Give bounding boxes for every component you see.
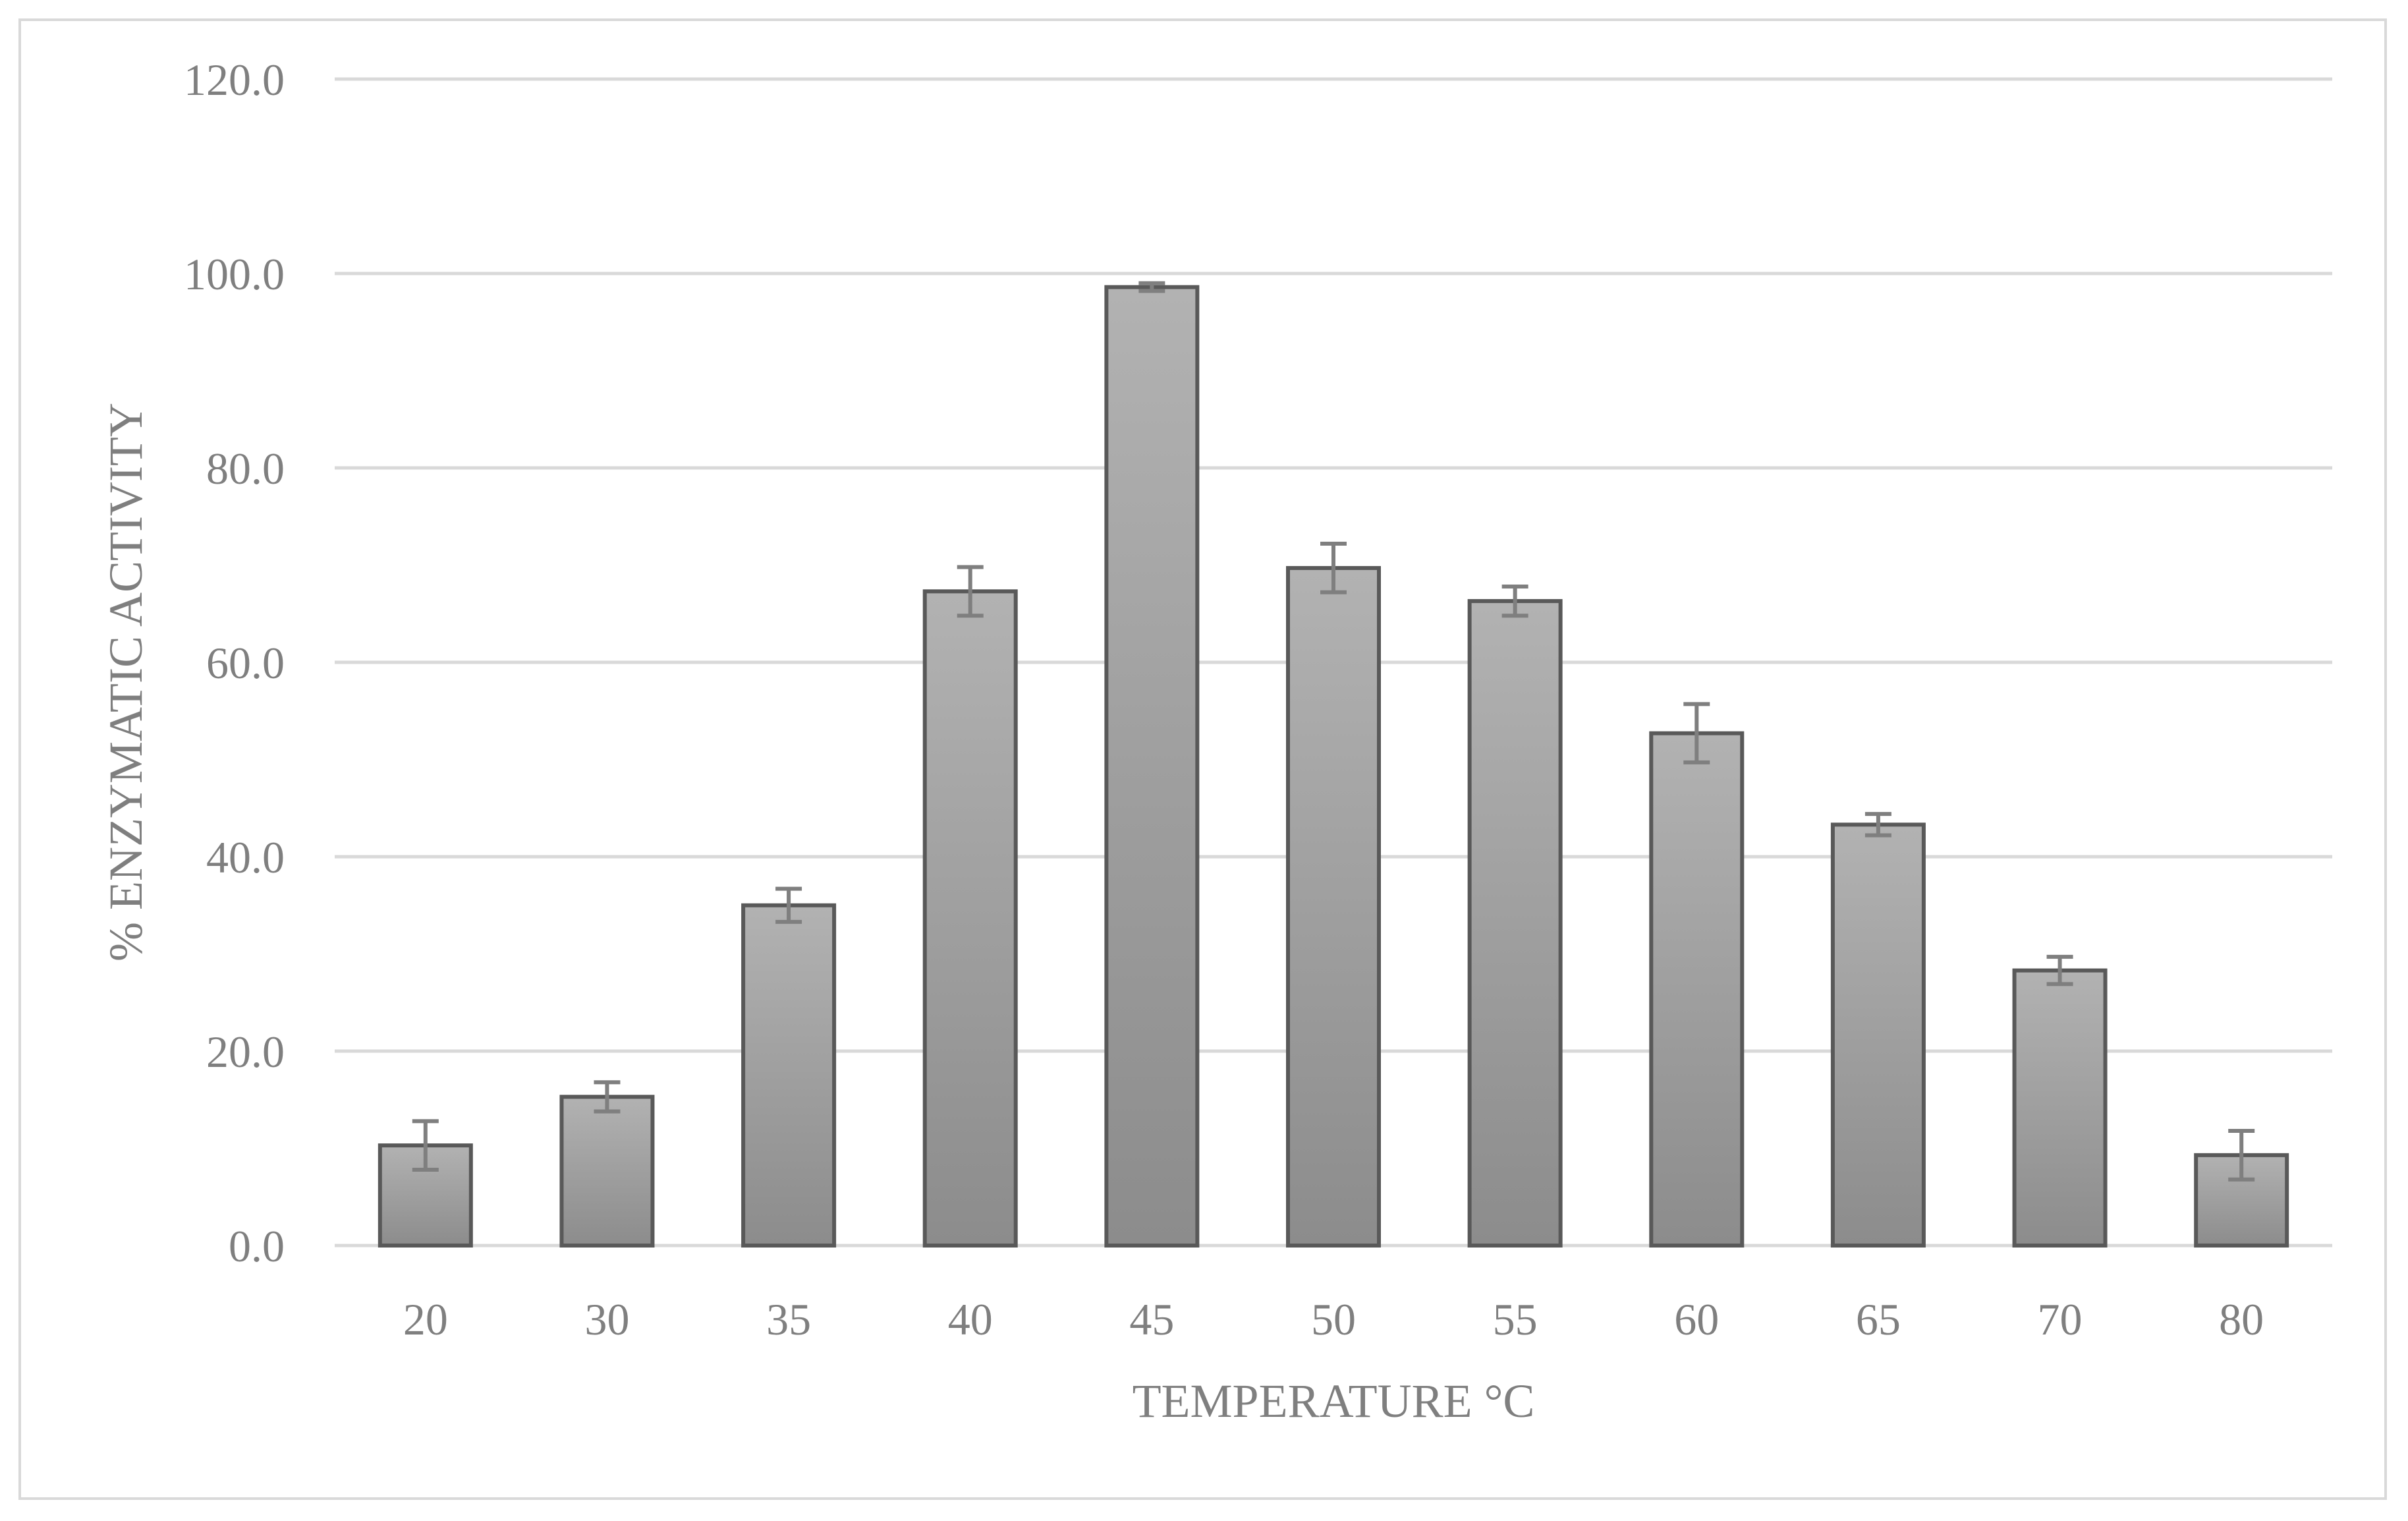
x-axis-tick-labels: 20 30 35 40 45 50 55 60 65 70 80 <box>403 1294 2264 1344</box>
error-bar-40 <box>957 565 984 618</box>
bar-30 <box>559 1095 655 1248</box>
error-bar-70 <box>2046 954 2073 987</box>
x-tick-label: 65 <box>1856 1294 1901 1344</box>
bar-35 <box>741 903 837 1248</box>
x-tick-label: 40 <box>948 1294 993 1344</box>
error-bar-50 <box>1320 542 1347 594</box>
x-tick-label: 30 <box>584 1294 629 1344</box>
bar-60 <box>1649 731 1745 1248</box>
x-tick-label: 35 <box>766 1294 811 1344</box>
error-bar-80 <box>2228 1128 2255 1182</box>
bar-65 <box>1830 822 1926 1248</box>
error-bars <box>412 281 2255 1182</box>
x-axis-title: TEMPERATURE °C <box>1133 1375 1535 1427</box>
x-tick-label: 55 <box>1493 1294 1538 1344</box>
x-tick-label: 20 <box>403 1294 448 1344</box>
y-axis-title: % ENZYMATIC ACTIVITY <box>99 403 152 961</box>
x-tick-label: 80 <box>2219 1294 2264 1344</box>
x-tick-label: 60 <box>1674 1294 1719 1344</box>
bar-70 <box>2012 968 2108 1248</box>
bar-40 <box>922 589 1018 1248</box>
bar-50 <box>1286 565 1381 1248</box>
error-bar-55 <box>1501 584 1528 618</box>
error-bar-20 <box>412 1119 439 1172</box>
y-tick-label: 40.0 <box>206 832 285 882</box>
y-axis-tick-labels: 0.0 20.0 40.0 60.0 80.0 100.0 120.0 <box>184 55 285 1271</box>
error-bar-45 <box>1138 281 1165 293</box>
chart-frame <box>18 18 2387 1500</box>
x-tick-label: 70 <box>2038 1294 2083 1344</box>
error-bar-65 <box>1864 812 1891 838</box>
y-tick-label: 60.0 <box>206 638 285 688</box>
y-tick-label: 120.0 <box>184 55 285 105</box>
x-tick-label: 45 <box>1129 1294 1174 1344</box>
bars <box>378 285 2289 1248</box>
gridlines <box>335 77 2332 1248</box>
y-tick-label: 0.0 <box>229 1221 285 1271</box>
x-tick-label: 50 <box>1311 1294 1356 1344</box>
y-tick-label: 100.0 <box>184 249 285 299</box>
y-tick-label: 80.0 <box>206 444 285 494</box>
error-bar-60 <box>1683 702 1710 764</box>
bar-55 <box>1467 599 1563 1248</box>
error-bar-30 <box>594 1080 621 1114</box>
y-tick-label: 20.0 <box>206 1027 285 1077</box>
error-bar-35 <box>775 886 802 924</box>
bar-45 <box>1104 285 1200 1248</box>
